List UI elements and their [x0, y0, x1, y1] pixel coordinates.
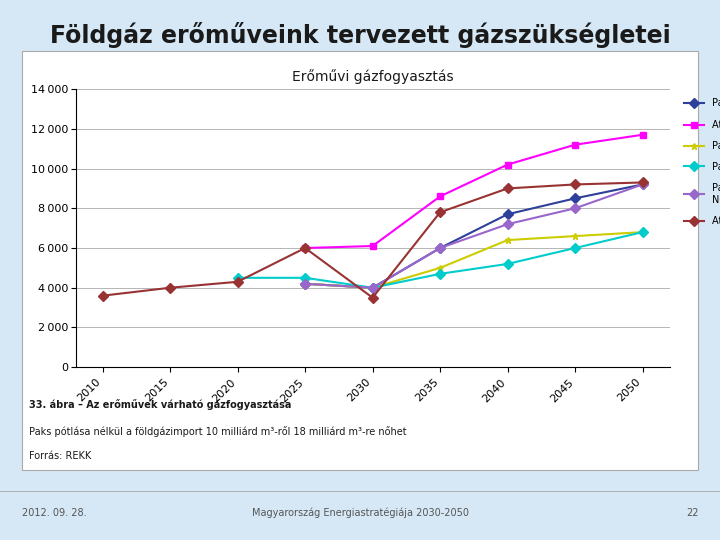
- Atom megszűnik+ NCST: [503, 161, 512, 168]
- Atom megszűnik+ NCST+: [638, 179, 647, 186]
- Paks pótlás + Mátra II +
NCST: [368, 285, 377, 291]
- Paks bővítés + NCST: [301, 274, 310, 281]
- Paks pótlás + NCST: [638, 181, 647, 188]
- Text: 2012. 09. 28.: 2012. 09. 28.: [22, 508, 86, 518]
- Paks pótlás + NCST: [571, 195, 580, 201]
- Legend: Paks pótlás + NCST, Atom megszűnik+ NCST, Paks pótlás + NCST+, Paks bővítés + NC: Paks pótlás + NCST, Atom megszűnik+ NCST…: [680, 94, 720, 230]
- Atom megszűnik+ NCST+: [436, 209, 444, 215]
- Paks pótlás + NCST: [368, 285, 377, 291]
- Line: Paks pótlás + Mátra II +
NCST: Paks pótlás + Mátra II + NCST: [302, 181, 646, 291]
- Atom megszűnik+ NCST+: [233, 279, 242, 285]
- Paks pótlás + NCST: [436, 245, 444, 251]
- Line: Paks pótlás + NCST+: Paks pótlás + NCST+: [302, 228, 646, 291]
- Paks bővítés + NCST: [638, 229, 647, 235]
- Text: 33. ábra – Az erőművek várható gázfogyasztása: 33. ábra – Az erőművek várható gázfogyas…: [29, 400, 291, 410]
- Text: Paks pótlása nélkül a földgázimport 10 milliárd m³-ről 18 milliárd m³-re nőhet: Paks pótlása nélkül a földgázimport 10 m…: [29, 427, 406, 437]
- Atom megszűnik+ NCST+: [166, 285, 174, 291]
- Atom megszűnik+ NCST+: [368, 294, 377, 301]
- Paks pótlás + Mátra II +
NCST: [301, 281, 310, 287]
- Paks bővítés + NCST: [368, 285, 377, 291]
- Paks pótlás + NCST+: [571, 233, 580, 239]
- Paks pótlás + NCST+: [638, 229, 647, 235]
- Paks pótlás + NCST+: [368, 285, 377, 291]
- Atom megszűnik+ NCST: [436, 193, 444, 200]
- Paks pótlás + NCST+: [436, 265, 444, 271]
- Text: Földgáz erőműveink tervezett gázszükségletei: Földgáz erőműveink tervezett gázszükségl…: [50, 22, 670, 48]
- Atom megszűnik+ NCST+: [98, 293, 107, 299]
- Paks pótlás + NCST: [503, 211, 512, 218]
- Text: Forrás: REKK: Forrás: REKK: [29, 451, 91, 461]
- Paks pótlás + NCST+: [503, 237, 512, 244]
- Atom megszűnik+ NCST: [638, 132, 647, 138]
- Line: Atom megszűnik+ NCST: Atom megszűnik+ NCST: [302, 131, 646, 252]
- Paks bővítés + NCST: [571, 245, 580, 251]
- Line: Paks bővítés + NCST: Paks bővítés + NCST: [234, 228, 646, 291]
- Paks pótlás + Mátra II +
NCST: [436, 245, 444, 251]
- Line: Atom megszűnik+ NCST+: Atom megszűnik+ NCST+: [99, 179, 646, 301]
- FancyBboxPatch shape: [22, 51, 698, 470]
- Paks pótlás + Mátra II +
NCST: [503, 221, 512, 227]
- Paks bővítés + NCST: [436, 271, 444, 277]
- Paks pótlás + Mátra II +
NCST: [638, 181, 647, 188]
- Atom megszűnik+ NCST+: [503, 185, 512, 192]
- Atom megszűnik+ NCST: [571, 141, 580, 148]
- Paks pótlás + NCST: [301, 281, 310, 287]
- Text: Magyarország Energiastratégiája 2030-2050: Magyarország Energiastratégiája 2030-205…: [251, 508, 469, 518]
- Atom megszűnik+ NCST: [368, 243, 377, 249]
- Atom megszűnik+ NCST: [301, 245, 310, 251]
- Atom megszűnik+ NCST+: [571, 181, 580, 188]
- Line: Paks pótlás + NCST: Paks pótlás + NCST: [302, 181, 646, 291]
- Paks pótlás + Mátra II +
NCST: [571, 205, 580, 212]
- Paks pótlás + NCST+: [301, 281, 310, 287]
- Paks bővítés + NCST: [503, 261, 512, 267]
- Text: 22: 22: [686, 508, 698, 518]
- Paks bővítés + NCST: [233, 274, 242, 281]
- Atom megszűnik+ NCST+: [301, 245, 310, 251]
- Title: Erőművi gázfogyasztás: Erőművi gázfogyasztás: [292, 69, 454, 84]
